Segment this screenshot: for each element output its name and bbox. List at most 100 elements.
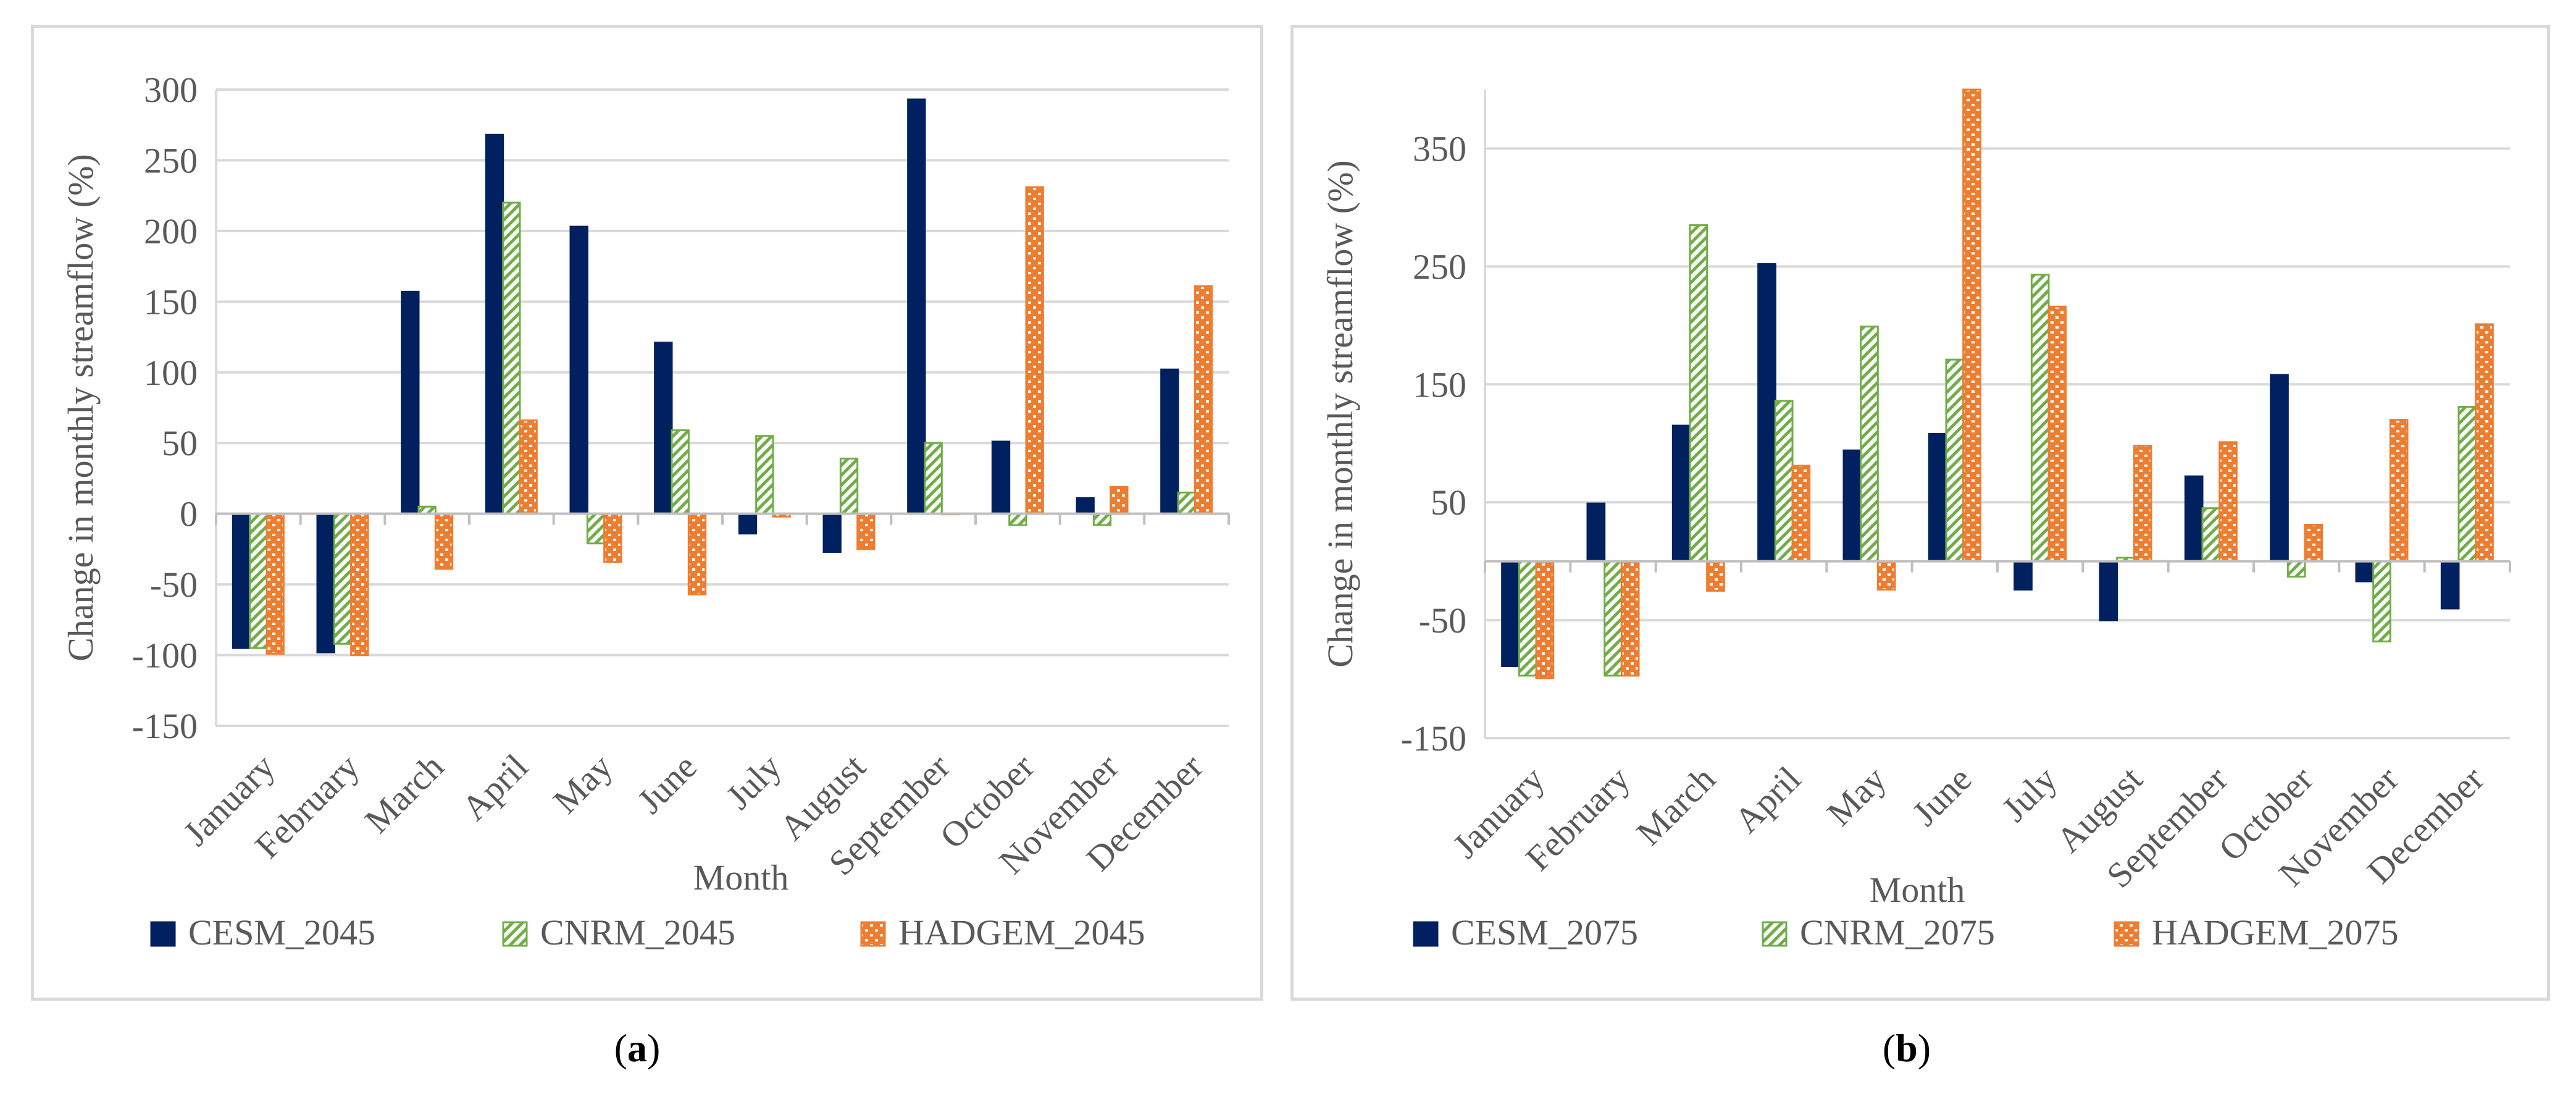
bar-HADGEM_2045-June [687, 513, 707, 595]
bar-CNRM_2075-May [1860, 326, 1879, 563]
legend-label-CNRM_2045: CNRM_2045 [540, 912, 735, 953]
legend-swatch-CESM_2045 [150, 921, 176, 947]
bar-CESM_2045-November [1076, 497, 1095, 515]
bar-CNRM_2045-October [1008, 513, 1027, 526]
bar-HADGEM_2045-February [350, 513, 369, 657]
y-tick-label: -100 [132, 636, 198, 676]
y-tick-label: 50 [162, 423, 198, 463]
bar-CESM_2045-August [822, 513, 842, 553]
bar-HADGEM_2075-March [1706, 560, 1725, 592]
bar-CNRM_2075-January [1518, 560, 1537, 677]
bar-CNRM_2045-August [839, 457, 859, 515]
y-tick-label: 250 [1413, 246, 1466, 287]
y-tick-label: -150 [1401, 718, 1466, 759]
x-axis-title: Month [1870, 870, 1965, 910]
bar-CESM_2075-September [2184, 475, 2204, 563]
x-tick-label: May [545, 746, 620, 821]
y-tick-label: 100 [144, 353, 198, 393]
bar-CNRM_2045-September [924, 442, 943, 515]
bar-CNRM_2075-February [1604, 560, 1623, 677]
bar-CESM_2075-June [1928, 432, 1947, 563]
bar-CESM_2045-December [1160, 368, 1179, 515]
bar-HADGEM_2045-March [434, 513, 454, 570]
bar-CESM_2075-December [2440, 560, 2460, 610]
x-tick-label: March [357, 746, 451, 841]
x-tick-label: April [1726, 759, 1809, 841]
bar-CNRM_2075-June [1945, 358, 1965, 563]
bar-CNRM_2045-June [671, 429, 690, 515]
bar-CESM_2075-March [1671, 424, 1691, 563]
bar-CESM_2075-November [2355, 560, 2375, 583]
y-tick-label: 200 [144, 211, 198, 251]
legend-label-CNRM_2075: CNRM_2075 [1800, 912, 1995, 953]
bar-CESM_2045-March [401, 290, 420, 515]
bar-CESM_2045-February [316, 513, 335, 654]
x-tick-label: March [1628, 759, 1723, 853]
chart-panel-b: -150 -50 50 150 250 350 January February March Ap… [1290, 25, 2550, 1001]
bar-HADGEM_2045-August [856, 513, 876, 550]
bar-HADGEM_2075-August [2133, 445, 2152, 563]
bar-HADGEM_2045-October [1025, 186, 1044, 515]
x-tick-label: July [1994, 759, 2064, 829]
x-tick-label: July [718, 746, 788, 817]
bar-CNRM_2045-January [249, 513, 268, 649]
bar-HADGEM_2075-February [1620, 560, 1640, 677]
bar-CESM_2075-August [2099, 560, 2118, 621]
legend-swatch-CNRM_2075 [1762, 921, 1788, 947]
bar-HADGEM_2045-May [603, 513, 622, 563]
bar-CESM_2075-April [1757, 263, 1776, 563]
x-tick-label: June [630, 746, 705, 821]
bar-HADGEM_2075-December [2475, 323, 2494, 563]
legend-swatch-HADGEM_2045 [860, 921, 886, 947]
bar-CESM_2075-January [1501, 560, 1520, 668]
bar-HADGEM_2045-January [266, 513, 285, 655]
bar-CNRM_2045-November [1092, 513, 1112, 526]
y-axis-title: Change in monthly streamflow (%) [61, 154, 101, 662]
y-tick-label: 300 [144, 70, 198, 110]
bar-CNRM_2045-April [502, 201, 521, 515]
bar-CESM_2045-April [485, 133, 504, 515]
chart-a-svg: -150-100-50050100150200250300JanuaryFebr… [61, 70, 1230, 953]
bar-HADGEM_2075-June [1962, 88, 1981, 563]
legend-label-CESM_2045: CESM_2045 [188, 912, 375, 953]
bar-HADGEM_2075-October [2304, 523, 2323, 563]
bar-CNRM_2045-December [1177, 491, 1196, 515]
bar-HADGEM_2075-January [1535, 560, 1555, 679]
bar-CNRM_2075-March [1689, 224, 1708, 563]
caption-b-letter: b [1896, 1026, 1918, 1070]
bar-CNRM_2045-July [755, 435, 774, 515]
legend-label-CESM_2075: CESM_2075 [1451, 912, 1638, 953]
caption-a-letter: a [627, 1026, 647, 1070]
bar-HADGEM_2045-November [1110, 486, 1129, 515]
legend-label-HADGEM_2075: HADGEM_2075 [2152, 912, 2399, 953]
bar-CNRM_2075-July [2030, 274, 2050, 563]
bar-HADGEM_2045-December [1194, 285, 1213, 515]
bar-CNRM_2075-September [2201, 507, 2221, 563]
legend-swatch-HADGEM_2075 [2114, 921, 2139, 947]
bars [1501, 88, 2494, 679]
bar-CESM_2045-July [738, 513, 758, 535]
bar-CESM_2075-February [1586, 502, 1606, 563]
y-tick-label: -50 [1419, 600, 1466, 641]
bar-CNRM_2075-April [1774, 400, 1794, 563]
bar-HADGEM_2075-July [2047, 305, 2067, 563]
x-tick-label: April [454, 746, 536, 828]
x-tick-label: June [1904, 759, 1979, 833]
y-tick-label: -50 [150, 565, 198, 605]
bar-HADGEM_2045-April [519, 419, 538, 515]
bar-HADGEM_2075-September [2218, 441, 2238, 563]
bar-CNRM_2045-February [333, 513, 353, 645]
bar-CESM_2045-September [907, 98, 926, 515]
bar-CESM_2075-May [1842, 449, 1862, 563]
chart-panel-a: -150 -100 -50 0 50 100 150 200 250 300 January Febr… [31, 25, 1263, 1001]
bar-CESM_2045-January [232, 513, 251, 649]
y-tick-label: 150 [1413, 364, 1466, 405]
bar-CESM_2075-October [2270, 374, 2289, 563]
bar-CNRM_2075-November [2372, 560, 2391, 642]
bar-HADGEM_2075-April [1791, 465, 1811, 563]
bars [232, 98, 1213, 657]
x-axis-title: Month [693, 857, 789, 898]
bar-CESM_2045-October [991, 440, 1011, 515]
bar-HADGEM_2075-November [2389, 419, 2409, 563]
